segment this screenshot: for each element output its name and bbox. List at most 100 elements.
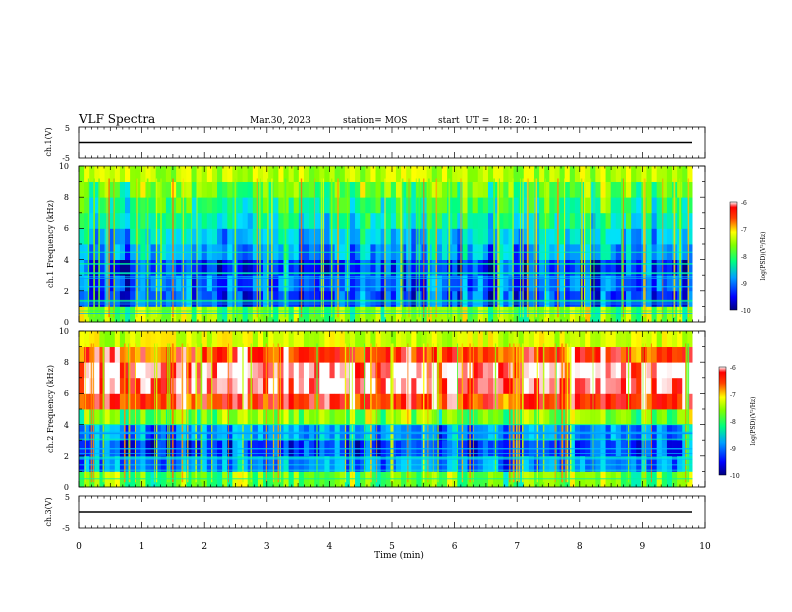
ch2-colorbar-tick-10: -10 [730, 473, 740, 480]
spectrogram-cell [227, 228, 233, 245]
spectrogram-cell [416, 377, 422, 394]
spectrogram-cell [211, 471, 218, 488]
spectrogram-cell [119, 197, 126, 214]
spectrogram-cell [176, 471, 182, 488]
spectrogram-cell [201, 331, 208, 347]
spectrogram-cell [631, 259, 637, 276]
spectrogram-cell [140, 362, 146, 379]
time-axis-label: Time (min) [374, 550, 424, 561]
spectrogram-cell [631, 228, 637, 245]
spectrogram-cell [278, 259, 284, 276]
spectrogram-cell [355, 424, 361, 441]
spectrogram-cell [431, 471, 438, 488]
spectrogram-cell [651, 346, 658, 363]
spectrogram-cell [339, 275, 346, 292]
spectrogram-cell [580, 212, 586, 229]
spectrogram-cell [457, 166, 463, 182]
spectrogram-cell [303, 290, 310, 307]
spectrogram-cell [380, 409, 387, 425]
spectrogram-cell [125, 393, 131, 410]
spectrogram-cell [89, 409, 95, 425]
spectrogram-cell [631, 455, 637, 472]
spectrogram-cell [150, 259, 157, 276]
spectrogram-cell [135, 275, 141, 292]
spectrogram-cell [278, 181, 284, 198]
spectrogram-cell [518, 455, 525, 472]
spectrogram-cell [487, 290, 494, 307]
spectrogram-cell [360, 471, 366, 488]
spectrogram-cell [554, 362, 560, 379]
spectrogram-cell [242, 166, 249, 182]
spectrogram-cell [395, 228, 402, 245]
spectrogram-cell [518, 471, 525, 488]
spectrogram-cell [150, 228, 157, 245]
spectrogram-cell [211, 424, 218, 441]
spectrogram-cell [416, 331, 422, 347]
spectrogram-cell [237, 424, 243, 441]
spectrogram-cell [165, 181, 172, 198]
spectrogram-cell [309, 362, 315, 379]
spectrogram-cell [247, 424, 254, 441]
spectrogram-cell [135, 377, 141, 394]
spectrogram-cell [615, 212, 622, 229]
spectrogram-cell [677, 409, 683, 425]
spectrogram-cell [191, 290, 197, 307]
spectrogram-cell [268, 409, 274, 425]
spectrogram-cell [324, 377, 330, 394]
spectrogram-cell [641, 362, 647, 379]
spectrogram-cell [595, 228, 601, 245]
spectrogram-cell [401, 424, 407, 441]
spectrogram-cell [503, 197, 509, 214]
spectrogram-cell [293, 409, 300, 425]
spectrogram-cell [493, 275, 499, 292]
spectrogram-cell [206, 290, 213, 307]
spectrogram-cell [114, 362, 121, 379]
spectrogram-cell [222, 455, 228, 472]
spectrogram-cell [595, 259, 601, 276]
spectrogram-cell [600, 181, 606, 198]
spectrogram-cell [181, 275, 187, 292]
spectrogram-cell [278, 346, 284, 363]
spectrogram-cell [493, 197, 499, 214]
spectrogram-cell [324, 197, 330, 214]
spectrogram-cell [222, 197, 228, 214]
spectrogram-cell [334, 331, 341, 347]
spectrogram-cell [610, 259, 617, 276]
spectrogram-cell [523, 212, 530, 229]
spectrogram-cell [462, 377, 468, 394]
ch2-colorbar-tick-7: -7 [730, 392, 736, 399]
spectrogram-cell [288, 424, 295, 441]
spectrogram-cell [615, 393, 622, 410]
spectrogram-cell [314, 331, 320, 347]
spectrogram-cell [186, 290, 192, 307]
spectrogram-cell [293, 393, 300, 410]
spectrogram-cell [171, 212, 177, 229]
spectrogram-cell [462, 166, 468, 182]
spectrogram-cell [544, 362, 550, 379]
spectrogram-cell [109, 455, 116, 472]
spectrogram-cell [181, 362, 187, 379]
spectrogram-cell [539, 259, 545, 276]
spectrogram-cell [125, 181, 131, 198]
spectrogram-cell [493, 290, 499, 307]
spectrogram-cell [84, 471, 90, 488]
spectrogram-cell [482, 275, 489, 292]
spectrogram-cell [145, 471, 151, 488]
spectrogram-cell [472, 455, 479, 472]
spectrogram-cell [564, 331, 571, 347]
spectrogram-cell [135, 212, 141, 229]
spectrogram-cell [477, 212, 484, 229]
spectrogram-cell [283, 471, 289, 488]
spectrogram-cell [600, 331, 606, 347]
spectrogram-cell [646, 393, 652, 410]
spectrogram-cell [273, 362, 279, 379]
spectrogram-cell [636, 455, 642, 472]
spectrogram-cell [329, 424, 336, 441]
spectrogram-cell [273, 346, 279, 363]
spectrogram-cell [600, 424, 606, 441]
spectrogram-cell [385, 275, 392, 292]
spectrogram-cell [150, 393, 157, 410]
spectrogram-cell [605, 471, 612, 488]
spectrogram-cell [114, 197, 121, 214]
spectrogram-cell [605, 290, 612, 307]
